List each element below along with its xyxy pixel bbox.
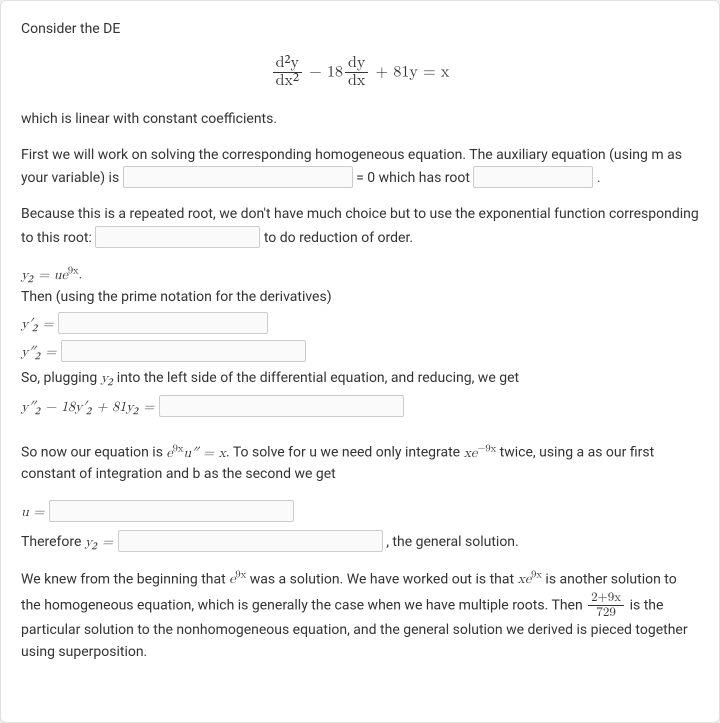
linear-text: which is linear with constant coefficien… [21, 109, 699, 131]
conclusion-paragraph: We knew from the beginning that e9x was … [21, 568, 699, 664]
term1-num: d²y [273, 55, 302, 74]
p4-b: . To solve for u we need only integrate [226, 445, 464, 461]
then-line: Then (using the prime notation for the d… [21, 287, 699, 309]
p5-y2: y₂ = [85, 535, 118, 549]
y2-prime-row: y′₂ = [21, 312, 699, 336]
term2-num: dy [345, 55, 368, 74]
intro-text: Consider the DE [21, 19, 699, 41]
u-input[interactable] [49, 500, 294, 522]
y2pp-lhs: y″₂ = [21, 345, 61, 359]
p6-b: was a solution. We have worked out is th… [246, 571, 517, 587]
p6-e9x-sup: 9x [235, 571, 246, 581]
y2-prime-input[interactable] [58, 312, 268, 334]
p4-rest: u″ = x [183, 446, 226, 460]
y2-double-prime-row: y″₂ = [21, 340, 699, 364]
reduce-input[interactable] [159, 395, 404, 417]
aux-equation-input[interactable] [123, 166, 353, 188]
root-input[interactable] [473, 166, 593, 188]
rest-eq: + 81y = x [370, 64, 449, 80]
p3-b: into the left side of the differential e… [113, 370, 519, 386]
y2-general-input[interactable] [118, 530, 383, 552]
p4-xe: xe [464, 446, 478, 460]
u-lhs: u = [21, 505, 49, 519]
problem-card: Consider the DE d²ydx² − 18dydx + 81y = … [0, 0, 720, 723]
exp-function-input[interactable] [95, 226, 260, 248]
p1-c: . [597, 170, 601, 186]
y2-eq: y₂ = ue [21, 268, 68, 282]
minus-18: − 18 [304, 64, 343, 80]
reduce-equation-row: y″₂ − 18y′₂ + 81y₂ = [21, 395, 699, 419]
p6-xe9x-sup: 9x [531, 571, 542, 581]
therefore-row: Therefore y₂ = , the general solution. [21, 530, 699, 554]
p5-b: , the general solution. [386, 534, 519, 550]
integrate-paragraph: So now our equation is e9xu″ = x. To sol… [21, 441, 699, 486]
plugging-paragraph: So, plugging y₂ into the left side of th… [21, 368, 699, 390]
term1-den: dx² [273, 73, 302, 91]
p2-b: to do reduction of order. [264, 230, 413, 246]
p1-b: = 0 which has root [356, 170, 473, 186]
main-equation: d²ydx² − 18dydx + 81y = x [21, 55, 699, 91]
p4-xe-sup: −9x [477, 444, 496, 454]
y2-definition: y₂ = ue9x. [21, 263, 699, 286]
p4-e-sup: 9x [173, 444, 184, 454]
p5-a: Therefore [21, 534, 85, 550]
y2-sup: 9x [68, 266, 79, 276]
aux-paragraph: First we will work on solving the corres… [21, 145, 699, 190]
reduce-lhs: y″₂ − 18y′₂ + 81y₂ = [21, 400, 159, 414]
y2-dot: . [79, 267, 83, 283]
u-row: u = [21, 500, 699, 524]
frac-num: 2+9x [588, 591, 624, 606]
p3-a: So, plugging [21, 370, 101, 386]
repeated-root-paragraph: Because this is a repeated root, we don'… [21, 204, 699, 249]
p3-y2: y₂ [101, 371, 114, 385]
p6-a: We knew from the beginning that [21, 571, 229, 587]
p4-a: So now our equation is [21, 445, 166, 461]
frac-den: 729 [588, 606, 624, 620]
y2p-lhs: y′₂ = [21, 317, 58, 331]
y2-double-prime-input[interactable] [61, 340, 306, 362]
term2-den: dx [345, 73, 368, 91]
p6-xe9x: xe [518, 572, 532, 586]
